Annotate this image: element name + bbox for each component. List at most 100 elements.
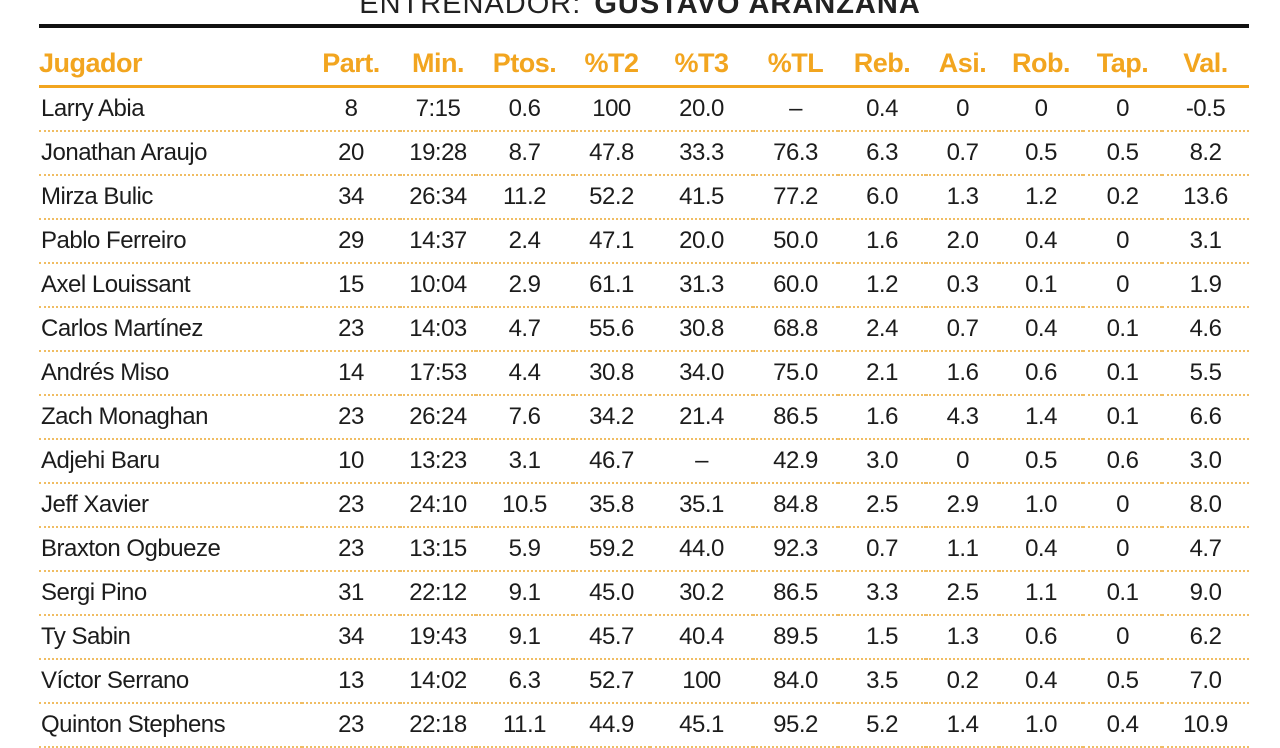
player-name-cell: Carlos Martínez bbox=[39, 307, 302, 352]
cell-rebounds: 2.5 bbox=[838, 483, 926, 528]
cell-games: 14 bbox=[302, 351, 400, 396]
cell-steals: 0.5 bbox=[999, 131, 1083, 176]
cell-points: 7.6 bbox=[476, 395, 573, 440]
cell-pct-t2: 100 bbox=[573, 86, 650, 132]
cell-rebounds: 0.4 bbox=[838, 86, 926, 132]
cell-pct-tl: 92.3 bbox=[753, 527, 838, 572]
cell-pct-t2: 46.7 bbox=[573, 439, 650, 484]
cell-pct-t2: 55.6 bbox=[573, 307, 650, 352]
cell-rebounds: 3.3 bbox=[838, 571, 926, 616]
cell-points: 2.4 bbox=[476, 219, 573, 264]
cell-steals: 0 bbox=[999, 86, 1083, 132]
header-rule bbox=[39, 24, 1249, 28]
cell-minutes: 10:04 bbox=[400, 263, 476, 308]
cell-assists: 0.3 bbox=[926, 263, 999, 308]
cell-pct-tl: 77.2 bbox=[753, 175, 838, 220]
coach-label: ENTRENADOR: bbox=[359, 0, 582, 20]
cell-rebounds: 5.2 bbox=[838, 703, 926, 748]
table-row: Jeff Xavier 23 24:10 10.5 35.8 35.1 84.8 2.5 2.9… bbox=[39, 483, 1249, 528]
cell-pct-t3: 100 bbox=[650, 659, 753, 704]
player-name-cell: Mirza Bulic bbox=[39, 175, 302, 220]
player-name-cell: Jeff Xavier bbox=[39, 483, 302, 528]
cell-pct-t2: 30.8 bbox=[573, 351, 650, 396]
cell-rating: 6.2 bbox=[1162, 615, 1249, 660]
column-header-rating: Val. bbox=[1162, 41, 1249, 88]
cell-games: 34 bbox=[302, 615, 400, 660]
cell-pct-tl: 86.5 bbox=[753, 571, 838, 616]
cell-assists: 2.9 bbox=[926, 483, 999, 528]
table-row: Pablo Ferreiro 29 14:37 2.4 47.1 20.0 50.0 1.6 2… bbox=[39, 219, 1249, 264]
column-header-assists: Asi. bbox=[926, 41, 999, 88]
table-body: Larry Abia 8 7:15 0.6 100 20.0–0.4 0 0 0 -0.5 Jona… bbox=[39, 86, 1249, 748]
cell-minutes: 13:15 bbox=[400, 527, 476, 572]
cell-rebounds: 1.2 bbox=[838, 263, 926, 308]
cell-steals: 1.4 bbox=[999, 395, 1083, 440]
table-row: Adjehi Baru 10 13:23 3.1 46.7–42.9 3.0 0 0.5 0.6… bbox=[39, 439, 1249, 484]
cell-games: 13 bbox=[302, 659, 400, 704]
player-name-cell: Ty Sabin bbox=[39, 615, 302, 660]
cell-steals: 0.4 bbox=[999, 219, 1083, 264]
cell-pct-t3: – bbox=[650, 439, 753, 484]
cell-minutes: 14:03 bbox=[400, 307, 476, 352]
cell-pct-t3: 21.4 bbox=[650, 395, 753, 440]
cell-steals: 1.2 bbox=[999, 175, 1083, 220]
cell-points: 4.7 bbox=[476, 307, 573, 352]
cell-pct-tl: 50.0 bbox=[753, 219, 838, 264]
cell-rating: 3.0 bbox=[1162, 439, 1249, 484]
cell-rebounds: 2.1 bbox=[838, 351, 926, 396]
cell-blocks: 0.4 bbox=[1083, 703, 1162, 748]
cell-pct-tl: 84.0 bbox=[753, 659, 838, 704]
cell-assists: 1.4 bbox=[926, 703, 999, 748]
cell-minutes: 26:34 bbox=[400, 175, 476, 220]
cell-games: 10 bbox=[302, 439, 400, 484]
player-name-cell: Sergi Pino bbox=[39, 571, 302, 616]
cell-blocks: 0.1 bbox=[1083, 395, 1162, 440]
player-name-cell: Víctor Serrano bbox=[39, 659, 302, 704]
cell-games: 31 bbox=[302, 571, 400, 616]
cell-games: 20 bbox=[302, 131, 400, 176]
cell-pct-t3: 31.3 bbox=[650, 263, 753, 308]
cell-assists: 1.6 bbox=[926, 351, 999, 396]
cell-pct-tl: – bbox=[753, 86, 838, 132]
player-name-cell: Andrés Miso bbox=[39, 351, 302, 396]
table-row: Quinton Stephens 23 22:18 11.1 44.9 45.1 95.2 5… bbox=[39, 703, 1249, 748]
cell-rebounds: 6.0 bbox=[838, 175, 926, 220]
cell-pct-t2: 52.7 bbox=[573, 659, 650, 704]
cell-pct-t2: 52.2 bbox=[573, 175, 650, 220]
player-name-cell: Zach Monaghan bbox=[39, 395, 302, 440]
cell-rebounds: 2.4 bbox=[838, 307, 926, 352]
player-name-cell: Adjehi Baru bbox=[39, 439, 302, 484]
cell-minutes: 7:15 bbox=[400, 86, 476, 132]
cell-pct-tl: 84.8 bbox=[753, 483, 838, 528]
cell-minutes: 22:12 bbox=[400, 571, 476, 616]
cell-rebounds: 3.0 bbox=[838, 439, 926, 484]
cell-assists: 1.3 bbox=[926, 615, 999, 660]
cell-pct-t3: 44.0 bbox=[650, 527, 753, 572]
cell-rebounds: 1.6 bbox=[838, 219, 926, 264]
column-header-blocks: Tap. bbox=[1083, 41, 1162, 88]
cell-pct-t3: 45.1 bbox=[650, 703, 753, 748]
cell-assists: 2.5 bbox=[926, 571, 999, 616]
cell-rebounds: 1.5 bbox=[838, 615, 926, 660]
cell-steals: 1.1 bbox=[999, 571, 1083, 616]
cell-points: 0.6 bbox=[476, 86, 573, 132]
table-row: Jonathan Araujo 20 19:28 8.7 47.8 33.3 76.3 6.3… bbox=[39, 131, 1249, 176]
cell-pct-t2: 45.0 bbox=[573, 571, 650, 616]
cell-pct-tl: 95.2 bbox=[753, 703, 838, 748]
cell-pct-tl: 60.0 bbox=[753, 263, 838, 308]
cell-pct-t3: 34.0 bbox=[650, 351, 753, 396]
cell-games: 8 bbox=[302, 86, 400, 132]
cell-steals: 0.6 bbox=[999, 615, 1083, 660]
cell-pct-tl: 68.8 bbox=[753, 307, 838, 352]
cell-pct-t2: 61.1 bbox=[573, 263, 650, 308]
cell-assists: 0.7 bbox=[926, 131, 999, 176]
cell-points: 3.1 bbox=[476, 439, 573, 484]
cell-points: 9.1 bbox=[476, 571, 573, 616]
cell-steals: 0.4 bbox=[999, 307, 1083, 352]
table-row: Braxton Ogbueze 23 13:15 5.9 59.2 44.0 92.3 0.7… bbox=[39, 527, 1249, 572]
cell-pct-tl: 75.0 bbox=[753, 351, 838, 396]
cell-rating: -0.5 bbox=[1162, 86, 1249, 132]
cell-blocks: 0.1 bbox=[1083, 571, 1162, 616]
cell-games: 23 bbox=[302, 527, 400, 572]
cell-blocks: 0 bbox=[1083, 86, 1162, 132]
